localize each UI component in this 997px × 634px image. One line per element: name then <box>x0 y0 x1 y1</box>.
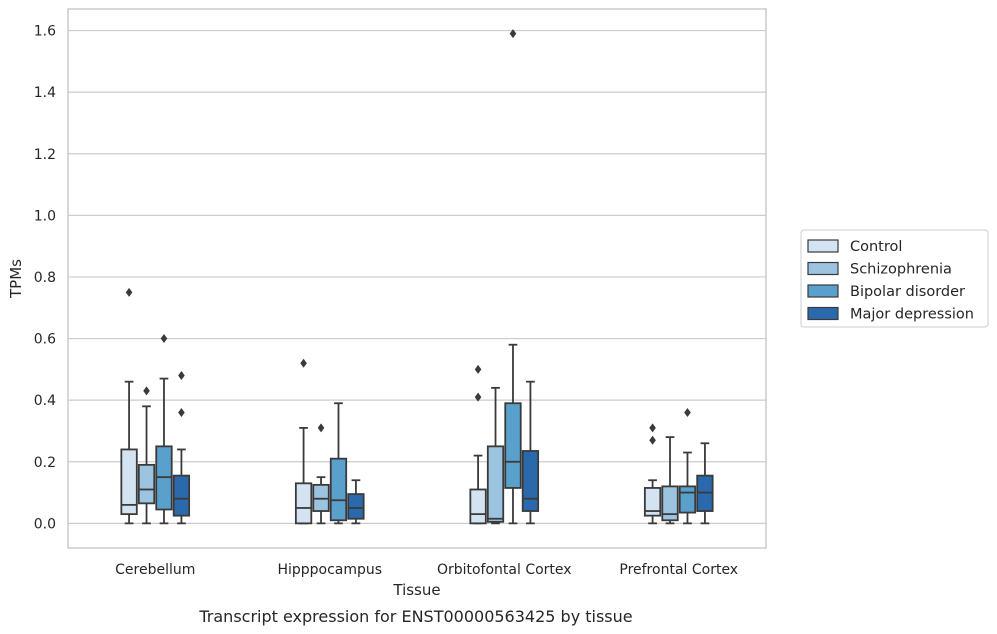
x-axis-title: Tissue <box>392 581 440 599</box>
y-tick-label: 0.0 <box>34 516 56 532</box>
box-iqr <box>678 485 697 514</box>
box-iqr <box>294 482 313 525</box>
legend-frame <box>800 229 989 328</box>
plot-frame <box>67 8 767 549</box>
box-bipolar-disorder <box>678 407 697 525</box>
y-tick-label: 0.8 <box>34 270 56 286</box>
outlier-point <box>509 29 517 39</box>
outlier-point <box>684 407 691 417</box>
box-iqr <box>504 402 522 489</box>
gridlines <box>68 29 766 524</box>
outlier-point <box>474 392 482 402</box>
legend: Control Schizophrenia Bipolar disorder Majo… <box>800 229 989 328</box>
y-tick-label: 1.0 <box>34 208 56 224</box>
box-iqr <box>469 488 487 525</box>
y-tick-label: 0.2 <box>34 455 56 471</box>
legend-swatch <box>807 284 839 298</box>
outlier-point <box>649 423 656 433</box>
box-major-depression <box>347 479 365 525</box>
box-iqr <box>120 448 138 516</box>
outlier-point <box>178 407 185 417</box>
legend-label: Control <box>850 239 902 255</box>
outlier-point <box>474 364 482 374</box>
x-tick-label: Hipppocampus <box>277 562 382 578</box>
outlier-point <box>160 334 168 344</box>
box-iqr <box>521 450 540 512</box>
legend-label: Schizophrenia <box>850 262 952 278</box>
x-tick-label: Cerebellum <box>115 562 195 578</box>
box-major-depression <box>172 371 191 525</box>
box-bipolar-disorder <box>329 402 348 525</box>
y-tick-label: 1.4 <box>34 85 56 101</box>
box-series <box>120 29 714 525</box>
box-schizophrenia <box>312 423 330 525</box>
box-control <box>643 423 662 525</box>
legend-label: Bipolar disorder <box>850 284 965 300</box>
x-tick-label: Prefrontal Cortex <box>619 562 738 578</box>
legend-label: Major depression <box>850 307 974 323</box>
chart-caption: Transcript expression for ENST0000056342… <box>198 607 632 626</box>
outlier-point <box>143 386 150 396</box>
box-control <box>469 364 487 525</box>
outlier-point <box>300 358 307 368</box>
outlier-point <box>125 287 133 297</box>
box-schizophrenia <box>137 386 156 525</box>
y-tick-label: 1.2 <box>34 147 56 163</box>
legend-swatch <box>807 239 839 253</box>
box-control <box>120 287 138 525</box>
outlier-point <box>178 371 185 381</box>
y-tick-label: 0.4 <box>34 393 56 409</box>
box-iqr <box>643 487 662 517</box>
box-iqr <box>347 493 365 520</box>
legend-swatch <box>807 306 839 321</box>
y-axis-title: TPMs <box>7 259 25 299</box>
box-schizophrenia <box>661 436 679 525</box>
box-bipolar-disorder <box>504 29 522 525</box>
box-bipolar-disorder <box>155 334 173 525</box>
outlier-point <box>317 423 325 433</box>
box-iqr <box>137 463 156 505</box>
box-control <box>294 358 313 525</box>
legend-swatch <box>807 261 839 276</box>
x-tick-label: Orbitofontal Cortex <box>437 562 572 578</box>
box-iqr <box>329 457 348 522</box>
y-tick-labels: 0.0 0.2 0.4 0.6 0.8 1.0 1.2 1.4 1.6 <box>34 24 56 533</box>
box-iqr <box>172 474 191 517</box>
outlier-point <box>649 435 656 445</box>
y-tick-label: 1.6 <box>34 24 56 40</box>
box-schizophrenia <box>486 386 505 525</box>
box-major-depression <box>521 380 540 525</box>
x-tick-labels: Cerebellum Hipppocampus Orbitofontal Corte… <box>115 562 738 578</box>
box-major-depression <box>696 442 714 525</box>
box-iqr <box>486 445 505 523</box>
y-tick-label: 0.6 <box>34 332 56 348</box>
box-iqr <box>661 485 679 522</box>
